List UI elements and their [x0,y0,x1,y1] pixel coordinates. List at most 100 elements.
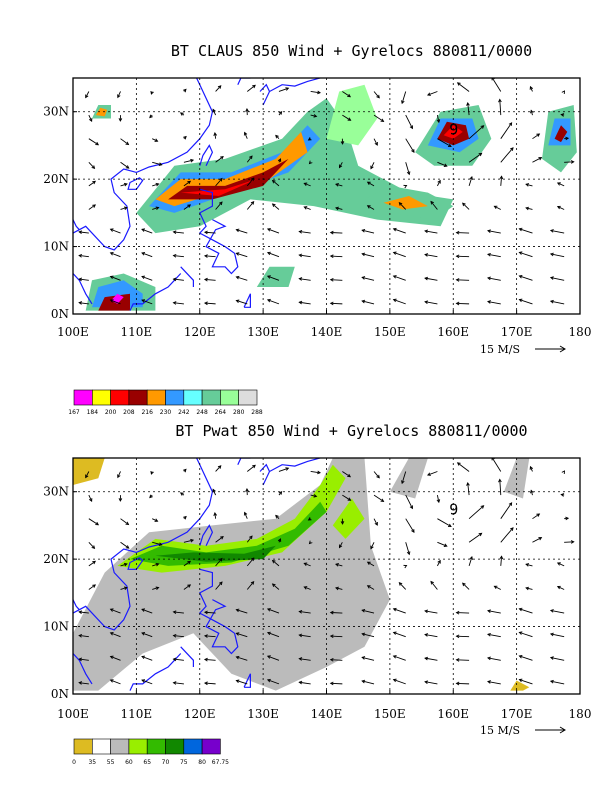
wind-vector [393,679,406,685]
wind-vector [342,471,351,478]
wind-vector [362,656,375,661]
wind-vector [247,84,256,92]
wind-vector [405,494,413,509]
wind-vector-head [245,107,249,112]
wind-vector-head [529,85,534,90]
wind-vector-head [313,114,318,118]
wind-vector [204,682,216,685]
wind-vector-head [91,545,96,550]
wind-vector [373,138,378,146]
x-tick-label: 180 [569,325,592,339]
wind-vector-head [298,657,303,661]
wind-vector-head [478,152,483,157]
coastline [73,219,80,231]
wind-vector-head [277,538,282,542]
wind-vector-head [250,580,255,585]
wind-vector [272,180,280,187]
wind-vector-head [556,562,561,566]
wind-vector [437,560,441,567]
wind-vector [215,178,223,187]
wind-vector-head [487,656,491,661]
wind-vector-head [338,544,343,549]
wind-vector-head [392,251,397,255]
wind-vector [246,177,255,187]
wind-vector-head [561,470,565,475]
wind-vector-head [125,141,130,146]
wind-vector [491,78,502,92]
wind-vector [373,518,378,526]
wind-vector-head [235,275,240,280]
wind-vector [85,471,90,478]
wind-vector-head [317,90,321,95]
wind-vector-head [443,543,448,547]
wind-vector-head [329,610,334,615]
x-tick-label: 120E [184,325,216,339]
wind-vector-head [141,275,146,280]
wind-vector [405,518,415,533]
wind-vector [500,527,514,543]
coastline [199,524,214,546]
wind-vector [519,251,533,258]
wind-vector-head [92,204,97,208]
coastline [198,568,239,655]
wind-vector [564,161,574,163]
wind-vector [183,539,194,543]
wind-vector-head [329,230,334,235]
wind-vector-head [347,497,352,501]
wind-vector [487,633,501,638]
wind-vector [117,91,121,98]
wind-vector-head [245,487,249,492]
wind-vector [557,562,565,567]
wind-vector-head [347,117,352,121]
wind-vector [367,561,375,567]
wind-vector [79,611,89,614]
wind-vector [557,586,565,590]
wind-vector-head [203,681,208,686]
wind-vector [494,585,501,590]
wind-vector-head [392,298,397,303]
wind-vector-head [235,655,240,660]
colorbar-label: 230 [160,409,172,416]
wind-vector-head [529,465,534,470]
x-tick-label: 150E [374,707,406,721]
wind-vector [487,301,501,305]
wind-vector-head [212,108,216,113]
wind-vector [173,255,184,258]
wind-vector [120,541,130,549]
wind-vector-head [78,681,83,685]
wind-vector-head [518,654,523,659]
wind-vector-head [78,277,83,282]
coastline [262,458,322,486]
wind-vector [494,205,501,210]
colorbar-swatch [165,389,185,406]
wind-vector [215,581,223,590]
wind-vector [88,518,99,526]
wind-vector-head [235,228,240,233]
wind-vector [88,114,93,122]
wind-vector [330,255,343,258]
wind-vector [120,518,129,525]
wind-vector-head [565,136,570,141]
wind-vector [236,680,248,685]
wind-vector-head [335,206,339,211]
wind-vector-head [424,656,429,661]
wind-vector [393,631,406,638]
wind-vector [141,679,153,685]
wind-vector-head [117,474,121,479]
wind-vector-head [462,202,466,207]
wind-vector [141,276,153,281]
panel-1: BT CLAUS 850 Wind + Gyrelocs 880811/0000… [43,42,591,416]
wind-vector-head [398,202,403,206]
wind-vector [236,300,248,305]
x-tick-label: 160E [437,325,469,339]
wind-vector [467,482,470,496]
wind-vector-head [307,517,312,521]
wind-vector-head [518,631,523,635]
coastline [73,273,93,305]
wind-vector-head [361,632,366,637]
wind-vector-head [250,177,255,182]
wind-vector-head [266,251,271,256]
wind-vector-head [187,560,192,565]
wind-vector [427,471,438,476]
wind-vector [398,582,407,590]
